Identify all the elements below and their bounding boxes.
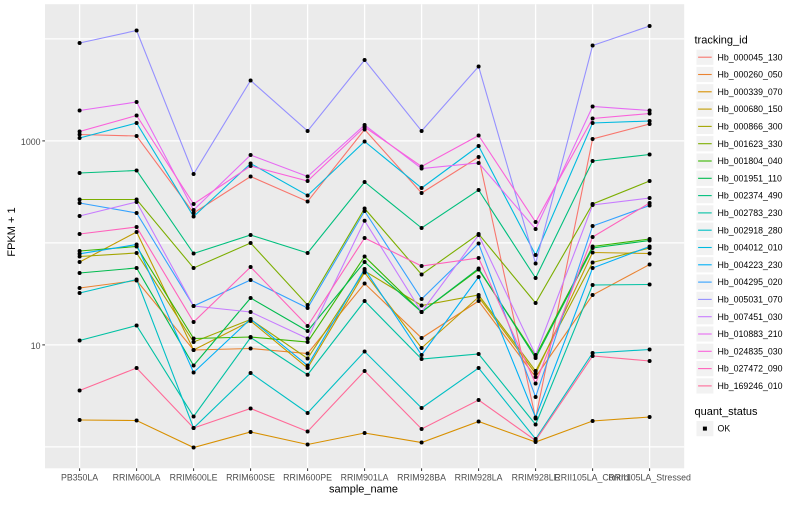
svg-text:Hb_000680_150: Hb_000680_150 [718, 104, 783, 114]
svg-text:RRIM600LE: RRIM600LE [170, 472, 218, 482]
svg-text:Hb_004295_020: Hb_004295_020 [718, 277, 783, 287]
svg-text:RRII105LA_Stressed: RRII105LA_Stressed [608, 472, 691, 482]
svg-text:RRIM600PE: RRIM600PE [283, 472, 332, 482]
svg-text:Hb_005031_070: Hb_005031_070 [718, 295, 783, 305]
svg-text:Hb_004012_010: Hb_004012_010 [718, 243, 783, 253]
svg-text:Hb_010883_210: Hb_010883_210 [718, 329, 783, 339]
svg-text:RRII105LA_Control: RRII105LA_Control [554, 472, 630, 482]
svg-text:sample_name: sample_name [329, 484, 398, 496]
svg-text:PB350LA: PB350LA [61, 472, 98, 482]
svg-text:Hb_000260_050: Hb_000260_050 [718, 70, 783, 80]
svg-text:Hb_002918_280: Hb_002918_280 [718, 225, 783, 235]
svg-text:Hb_001623_330: Hb_001623_330 [718, 139, 783, 149]
svg-text:tracking_id: tracking_id [695, 35, 748, 47]
svg-text:quant_status: quant_status [695, 406, 758, 418]
svg-text:Hb_002374_490: Hb_002374_490 [718, 191, 783, 201]
svg-text:Hb_000866_300: Hb_000866_300 [718, 122, 783, 132]
svg-text:Hb_169246_010: Hb_169246_010 [718, 381, 783, 391]
svg-text:Hb_002783_230: Hb_002783_230 [718, 208, 783, 218]
svg-text:Hb_007451_030: Hb_007451_030 [718, 312, 783, 322]
svg-text:FPKM + 1: FPKM + 1 [6, 207, 18, 256]
svg-text:Hb_000339_070: Hb_000339_070 [718, 87, 783, 97]
svg-text:Hb_024835_030: Hb_024835_030 [718, 346, 783, 356]
svg-text:OK: OK [718, 424, 731, 434]
svg-text:Hb_004223_230: Hb_004223_230 [718, 260, 783, 270]
svg-text:Hb_027472_090: Hb_027472_090 [718, 364, 783, 374]
svg-text:Hb_001804_040: Hb_001804_040 [718, 156, 783, 166]
svg-text:Hb_001951_110: Hb_001951_110 [718, 173, 783, 183]
svg-text:RRIM928LE: RRIM928LE [512, 472, 560, 482]
svg-text:RRIM600SE: RRIM600SE [226, 472, 275, 482]
svg-text:RRIM928BA: RRIM928BA [397, 472, 446, 482]
svg-text:1000: 1000 [21, 137, 41, 147]
svg-text:Hb_000045_130: Hb_000045_130 [718, 52, 783, 62]
svg-text:RRIM928LA: RRIM928LA [455, 472, 503, 482]
svg-text:10: 10 [31, 341, 41, 351]
svg-text:RRIM600LA: RRIM600LA [113, 472, 161, 482]
svg-text:RRIM901LA: RRIM901LA [341, 472, 389, 482]
